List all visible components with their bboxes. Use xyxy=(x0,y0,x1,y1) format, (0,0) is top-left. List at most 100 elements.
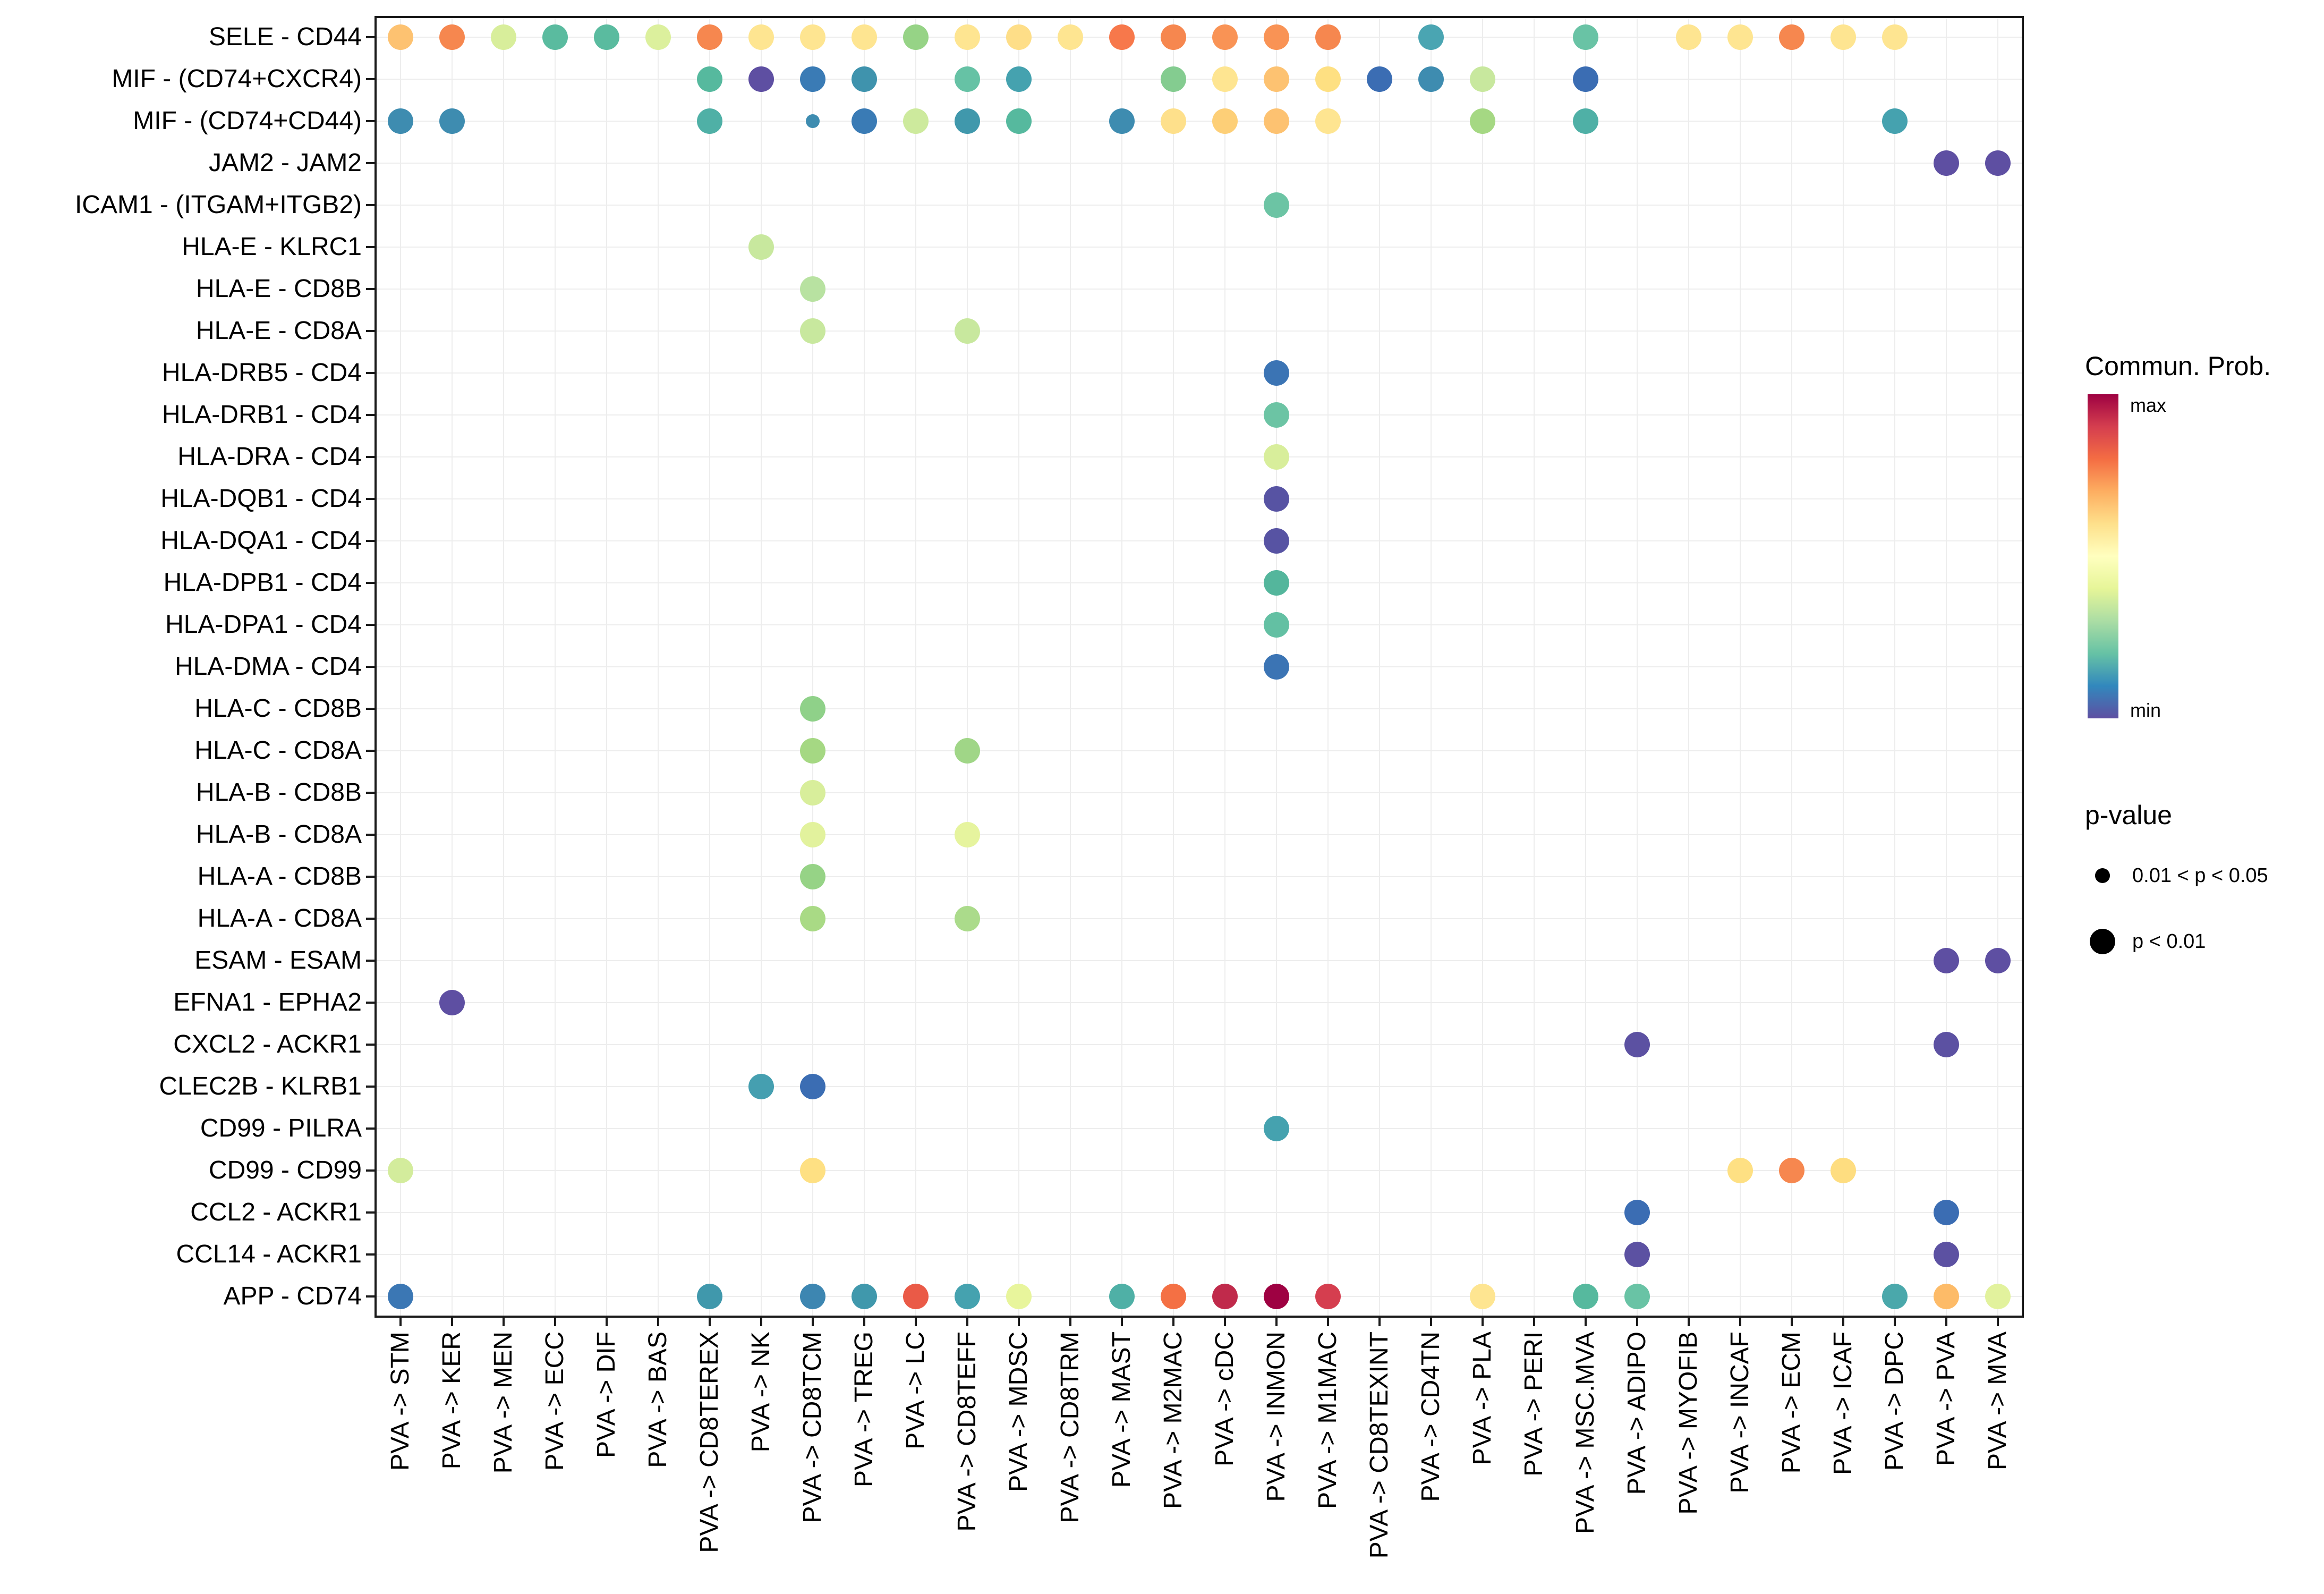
x-axis-label-text: PVA -> INMON xyxy=(1262,1332,1291,1502)
dot-sele-cd44-incaf xyxy=(1727,24,1753,50)
x-tick xyxy=(1069,1318,1071,1326)
x-axis-label: PVA -> M1MAC xyxy=(1312,1332,1344,1509)
x-axis-label-text: PVA -> CD8TEXINT xyxy=(1365,1332,1394,1559)
gridline-h xyxy=(377,582,2022,583)
dot-hla-dra-cd4-inmon xyxy=(1264,444,1290,470)
gridline-h xyxy=(377,414,2022,416)
y-axis-label: HLA-DRA - CD4 xyxy=(177,442,362,471)
dot-app-cd74-treg xyxy=(851,1284,877,1310)
y-axis-label: HLA-E - CD8A xyxy=(195,316,362,345)
dot-cd99-cd99-icaf xyxy=(1831,1158,1857,1184)
dot-app-cd74-stm xyxy=(387,1284,413,1310)
gridline-h xyxy=(377,330,2022,332)
dot-sele-cd44-lc xyxy=(903,24,929,50)
x-tick xyxy=(1172,1318,1174,1326)
x-axis-label: PVA -> LC xyxy=(900,1332,932,1449)
dot-sele-cd44-cd8teff xyxy=(954,24,980,50)
dot-sele-cd44-ecm xyxy=(1779,24,1805,50)
gridline-h xyxy=(377,204,2022,206)
dot-mif-cd74-cd44-cd8terex xyxy=(696,108,722,134)
y-tick xyxy=(366,329,374,332)
y-tick xyxy=(366,455,374,458)
x-axis-label: PVA -> CD8TEXINT xyxy=(1364,1332,1395,1558)
dot-sele-cd44-cdc xyxy=(1212,24,1238,50)
y-axis-label: HLA-E - KLRC1 xyxy=(182,232,362,261)
x-tick xyxy=(1327,1318,1330,1326)
y-axis-label: HLA-DPB1 - CD4 xyxy=(163,568,362,597)
x-tick xyxy=(1997,1318,1999,1326)
y-axis-label: HLA-B - CD8A xyxy=(195,820,362,849)
pvalue-large-label: p < 0.01 xyxy=(2132,930,2206,953)
x-tick xyxy=(1739,1318,1742,1326)
dot-mif-cd74-cd44-ker xyxy=(439,108,465,134)
large-dot-icon xyxy=(2090,929,2115,954)
dot-mif-cd74-cd44-stm xyxy=(387,108,413,134)
dot-mif-cd74-cxcr4-treg xyxy=(851,66,877,92)
x-tick xyxy=(914,1318,917,1326)
pvalue-item-small: 0.01 < p < 0.05 xyxy=(2087,860,2268,892)
x-tick xyxy=(811,1318,814,1326)
dot-app-cd74-adipo xyxy=(1624,1284,1650,1310)
dot-sele-cd44-treg xyxy=(851,24,877,50)
dot-app-cd74-m1mac xyxy=(1315,1284,1341,1310)
dot-cxcl2-ackr1-adipo xyxy=(1624,1032,1650,1058)
y-axis-label: ESAM - ESAM xyxy=(194,946,362,975)
gridline-h xyxy=(377,624,2022,625)
x-axis-label: PVA -> ADIPO xyxy=(1621,1332,1653,1495)
dot-mif-cd74-cd44-cd8teff xyxy=(954,108,980,134)
x-axis-label: PVA -> CD8TEFF xyxy=(951,1332,983,1532)
y-axis-label: APP - CD74 xyxy=(223,1282,362,1311)
x-tick xyxy=(1275,1318,1278,1326)
dot-app-cd74-mdsc xyxy=(1006,1284,1032,1310)
dot-sele-cd44-m2mac xyxy=(1160,24,1186,50)
dot-hla-c-cd8a-cd8tcm xyxy=(799,738,825,764)
x-tick xyxy=(863,1318,865,1326)
dot-mif-cd74-cd44-cd8tcm xyxy=(805,114,820,128)
x-axis-label: PVA -> BAS xyxy=(642,1332,674,1468)
dot-hla-dpb1-cd4-inmon xyxy=(1264,570,1290,596)
dot-app-cd74-mast xyxy=(1109,1284,1135,1310)
y-axis-label: HLA-C - CD8A xyxy=(194,736,362,765)
y-axis-label: SELE - CD44 xyxy=(208,22,362,51)
gridline-h xyxy=(377,162,2022,164)
y-tick xyxy=(366,792,374,794)
dot-hla-dqb1-cd4-inmon xyxy=(1264,486,1290,512)
dot-clec2b-klrb1-cd8tcm xyxy=(799,1074,825,1100)
gridline-h xyxy=(377,1254,2022,1256)
y-axis-label: CCL14 - ACKR1 xyxy=(176,1240,362,1269)
y-axis-label: CD99 - PILRA xyxy=(200,1114,362,1143)
dot-hla-e-cd8a-cd8teff xyxy=(954,318,980,344)
colorbar-min-label: min xyxy=(2130,699,2161,721)
dot-ccl14-ackr1-pva xyxy=(1934,1242,1960,1268)
x-axis-label: PVA -> DPC xyxy=(1879,1332,1911,1471)
dot-app-cd74-lc xyxy=(903,1284,929,1310)
dot-mif-cd74-cd44-m1mac xyxy=(1315,108,1341,134)
x-tick xyxy=(502,1318,505,1326)
y-axis-label: CXCL2 - ACKR1 xyxy=(173,1030,362,1059)
dot-sele-cd44-ker xyxy=(439,24,465,50)
dot-cxcl2-ackr1-pva xyxy=(1934,1032,1960,1058)
x-axis-label-text: PVA -> ECC xyxy=(540,1332,569,1471)
dot-mif-cd74-cxcr4-m2mac xyxy=(1160,66,1186,92)
dot-hla-c-cd8b-cd8tcm xyxy=(799,696,825,722)
dot-ccl14-ackr1-adipo xyxy=(1624,1242,1650,1268)
dot-mif-cd74-cd44-m2mac xyxy=(1160,108,1186,134)
dot-sele-cd44-men xyxy=(490,24,516,50)
x-tick xyxy=(1017,1318,1020,1326)
x-axis-label-text: PVA -> cDC xyxy=(1211,1332,1239,1466)
dot-mif-cd74-cxcr4-mdsc xyxy=(1006,66,1032,92)
y-tick xyxy=(366,918,374,920)
dot-sele-cd44-icaf xyxy=(1831,24,1857,50)
x-axis-label-text: PVA -> PLA xyxy=(1468,1332,1497,1465)
dot-app-cd74-cd8tcm xyxy=(799,1284,825,1310)
x-axis-label-text: PVA -> CD8TCM xyxy=(798,1332,827,1523)
y-tick xyxy=(366,162,374,164)
y-axis-label: CD99 - CD99 xyxy=(208,1156,362,1185)
x-axis-label: PVA -> STM xyxy=(385,1332,416,1471)
dot-ccl2-ackr1-adipo xyxy=(1624,1200,1650,1226)
dot-mif-cd74-cd44-mast xyxy=(1109,108,1135,134)
dot-sele-cd44-ecc xyxy=(542,24,568,50)
y-tick xyxy=(366,708,374,710)
colorbar-max-label: max xyxy=(2130,394,2167,416)
x-axis-label: PVA -> ECM xyxy=(1776,1332,1808,1473)
